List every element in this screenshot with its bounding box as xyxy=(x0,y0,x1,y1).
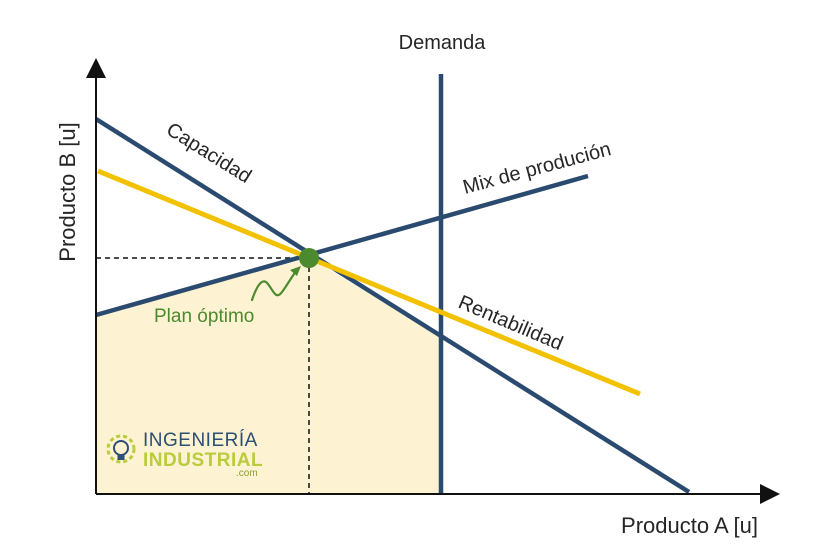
y-axis-title: Producto B [u] xyxy=(55,122,80,261)
squiggle-arrow xyxy=(250,268,299,302)
demand-label: Demanda xyxy=(399,32,487,54)
optimum-point xyxy=(299,248,319,268)
capacity-line xyxy=(94,117,691,494)
feasible-region xyxy=(96,258,441,494)
production-mix-line xyxy=(95,173,589,318)
x-axis-title: Producto A [u] xyxy=(621,513,758,538)
lightbulb-gear-icon xyxy=(106,434,136,464)
site-logo: INGENIERÍA INDUSTRIAL .com xyxy=(106,430,263,479)
logo-line-1: INGENIERÍA xyxy=(143,430,258,451)
optimum-label: Plan óptimo xyxy=(154,306,254,327)
logo-line-2: INDUSTRIAL xyxy=(143,450,263,471)
profitability-line xyxy=(97,168,641,397)
capacity-label: Capacidad xyxy=(162,119,255,188)
squiggle-arrow-head xyxy=(290,266,301,276)
logo-line-3: .com xyxy=(236,468,258,479)
